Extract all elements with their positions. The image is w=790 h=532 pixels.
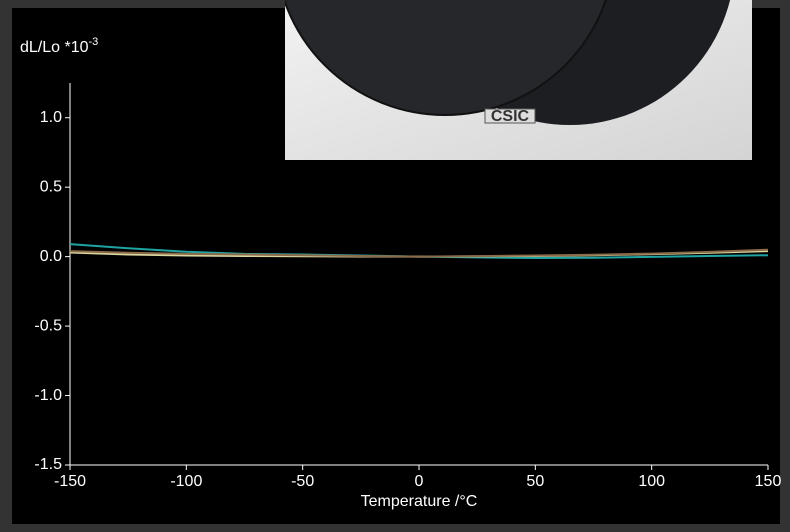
- y-tick-label: 0.0: [40, 248, 62, 265]
- y-tick-label: 1.0: [40, 109, 62, 126]
- label-badge: [484, 108, 536, 124]
- x-tick-label: -50: [291, 473, 314, 490]
- y-tick-label: -1.0: [34, 387, 62, 404]
- disk: [285, 0, 607, 116]
- data-line: [69, 248, 769, 258]
- photo: CSIC: [285, 0, 752, 160]
- x-tick-label: 0: [415, 473, 424, 490]
- y-tick-label: -0.5: [34, 317, 62, 334]
- x-axis-label: Temperature /°C: [361, 493, 478, 510]
- x-tick-label: 150: [755, 473, 782, 490]
- x-tick-label: -150: [54, 473, 86, 490]
- photo-label: CSIC: [491, 108, 530, 125]
- y-axis-label: dL/Lo *10-3: [20, 36, 98, 56]
- y-label-superscript: -3: [89, 36, 99, 48]
- x-tick-label: 100: [638, 473, 665, 490]
- y-tick-label: -1.5: [34, 456, 62, 473]
- x-tick-label: -100: [170, 473, 202, 490]
- axes: -1.5 -1.0 -0.5 0.0 0.5 1.0 -150 -100 -50 0 50 100 15…: [34, 83, 781, 490]
- y-label-text: dL/Lo *10: [20, 39, 89, 56]
- y-tick-label: 0.5: [40, 178, 62, 195]
- x-tick-label: 50: [526, 473, 544, 490]
